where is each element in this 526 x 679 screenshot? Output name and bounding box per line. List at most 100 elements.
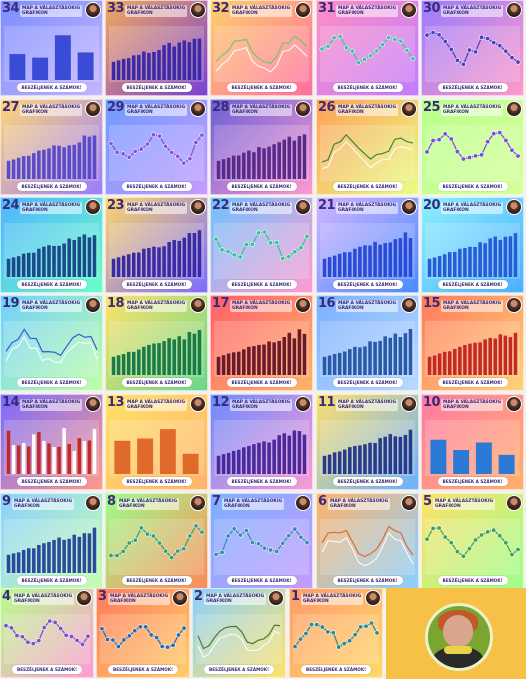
graph-card-15[interactable]: 15 MAP A VÁLASZTÁSOKIG GRAFIKON BESZÉLJENEK…: [421, 295, 524, 391]
graph-card-26[interactable]: 26 MAP A VÁLASZTÁSOKIG GRAFIKON BESZÉLJENEK…: [316, 99, 419, 195]
bar: [87, 533, 92, 573]
data-point: [225, 249, 231, 255]
data-point: [286, 254, 292, 260]
cta-button[interactable]: BESZÉLJENEK A SZÁMOK!: [16, 378, 87, 387]
graph-card-18[interactable]: 18 MAP A VÁLASZTÁSOKIG GRAFIKON BESZÉLJENEK…: [105, 295, 208, 391]
cta-button[interactable]: BESZÉLJENEK A SZÁMOK!: [226, 378, 297, 387]
series-title-line: MAP A VÁLASZTÁSOKIG: [232, 105, 291, 110]
data-point: [36, 638, 42, 644]
bar: [498, 239, 503, 277]
bar: [77, 236, 82, 277]
graph-card-3[interactable]: 3 MAP A VÁLASZTÁSOKIG GRAFIKON BESZÉLJENEK …: [96, 588, 190, 678]
data-point: [237, 532, 243, 538]
cta-button[interactable]: BESZÉLJENEK A SZÁMOK!: [226, 576, 297, 585]
cta-button[interactable]: BESZÉLJENEK A SZÁMOK!: [332, 83, 403, 92]
graph-card-11[interactable]: 11 MAP A VÁLASZTÁSOKIG GRAFIKON BESZÉLJENEK…: [316, 394, 419, 490]
graph-card-2[interactable]: 2 MAP A VÁLASZTÁSOKIG GRAFIKON BESZÉLJENEK …: [192, 588, 286, 678]
data-point: [181, 625, 187, 631]
bar: [21, 443, 26, 474]
graph-card-9[interactable]: 9 MAP A VÁLASZTÁSOKIG GRAFIKON BESZÉLJENEK …: [0, 493, 103, 589]
cta-button[interactable]: BESZÉLJENEK A SZÁMOK!: [437, 477, 508, 486]
series-title: MAP A VÁLASZTÁSOKIG GRAFIKON: [20, 202, 83, 214]
cta-button[interactable]: BESZÉLJENEK A SZÁMOK!: [121, 378, 192, 387]
bar: [147, 344, 151, 375]
cta-button[interactable]: BESZÉLJENEK A SZÁMOK!: [332, 378, 403, 387]
cta-button[interactable]: BESZÉLJENEK A SZÁMOK!: [437, 182, 508, 191]
bar: [463, 248, 467, 277]
graph-card-21[interactable]: 21 MAP A VÁLASZTÁSOKIG GRAFIKON BESZÉLJENEK…: [316, 197, 419, 293]
graph-card-16[interactable]: 16 MAP A VÁLASZTÁSOKIG GRAFIKON BESZÉLJENEK…: [316, 295, 419, 391]
cta-button[interactable]: BESZÉLJENEK A SZÁMOK!: [437, 378, 508, 387]
data-point: [330, 630, 336, 636]
graph-card-25[interactable]: 25 MAP A VÁLASZTÁSOKIG GRAFIKON BESZÉLJENEK…: [421, 99, 524, 195]
graph-card-17[interactable]: 17 MAP A VÁLASZTÁSOKIG GRAFIKON BESZÉLJENEK…: [210, 295, 313, 391]
bar: [292, 338, 297, 375]
graph-card-31[interactable]: 31 MAP A VÁLASZTÁSOKIG GRAFIKON BESZÉLJENEK…: [316, 0, 419, 96]
cta-button[interactable]: BESZÉLJENEK A SZÁMOK!: [121, 182, 192, 191]
cta-button[interactable]: BESZÉLJENEK A SZÁMOK!: [332, 182, 403, 191]
graph-card-4[interactable]: 4 MAP A VÁLASZTÁSOKIG GRAFIKON BESZÉLJENEK …: [0, 588, 94, 678]
cta-button[interactable]: BESZÉLJENEK A SZÁMOK!: [16, 477, 87, 486]
graph-card-24[interactable]: 24 MAP A VÁLASZTÁSOKIG GRAFIKON BESZÉLJENEK…: [0, 197, 103, 293]
cta-button[interactable]: BESZÉLJENEK A SZÁMOK!: [226, 280, 297, 289]
cta-button[interactable]: BESZÉLJENEK A SZÁMOK!: [108, 665, 178, 674]
cta-button[interactable]: BESZÉLJENEK A SZÁMOK!: [16, 576, 87, 585]
cta-button[interactable]: BESZÉLJENEK A SZÁMOK!: [16, 280, 87, 289]
graph-number: 9: [2, 494, 11, 509]
bar: [358, 445, 362, 474]
series-title: MAP A VÁLASZTÁSOKIG GRAFIKON: [441, 399, 504, 411]
cta-button[interactable]: BESZÉLJENEK A SZÁMOK!: [332, 576, 403, 585]
cta-button[interactable]: BESZÉLJENEK A SZÁMOK!: [204, 665, 274, 674]
graph-card-1[interactable]: 1 MAP A VÁLASZTÁSOKIG GRAFIKON BESZÉLJENEK …: [289, 588, 383, 678]
data-point: [503, 540, 509, 546]
cta-button[interactable]: BESZÉLJENEK A SZÁMOK!: [332, 280, 403, 289]
graph-card-13[interactable]: 13 MAP A VÁLASZTÁSOKIG GRAFIKON BESZÉLJENEK…: [105, 394, 208, 490]
graph-card-12[interactable]: 12 MAP A VÁLASZTÁSOKIG GRAFIKON BESZÉLJENEK…: [210, 394, 313, 490]
cta-button[interactable]: BESZÉLJENEK A SZÁMOK!: [437, 576, 508, 585]
portrait-face: [443, 614, 473, 647]
cta-button[interactable]: BESZÉLJENEK A SZÁMOK!: [226, 83, 297, 92]
graph-card-10[interactable]: 10 MAP A VÁLASZTÁSOKIG GRAFIKON BESZÉLJENEK…: [421, 394, 524, 490]
graph-card-22[interactable]: 22 MAP A VÁLASZTÁSOKIG GRAFIKON BESZÉLJENEK…: [210, 197, 313, 293]
bar: [226, 353, 231, 375]
graph-card-27[interactable]: 27 MAP A VÁLASZTÁSOKIG GRAFIKON BESZÉLJENEK…: [0, 99, 103, 195]
author-avatar-icon: [190, 495, 206, 511]
cta-button[interactable]: BESZÉLJENEK A SZÁMOK!: [301, 665, 371, 674]
cta-button[interactable]: BESZÉLJENEK A SZÁMOK!: [121, 576, 192, 585]
series-title: MAP A VÁLASZTÁSOKIG GRAFIKON: [336, 399, 399, 411]
bar: [62, 428, 66, 474]
graph-card-20[interactable]: 20 MAP A VÁLASZTÁSOKIG GRAFIKON BESZÉLJENEK…: [421, 197, 524, 293]
graph-card-6[interactable]: 6 MAP A VÁLASZTÁSOKIG GRAFIKON BESZÉLJENEK …: [316, 493, 419, 589]
bar: [242, 447, 246, 474]
series-line: [215, 231, 308, 260]
graph-card-29[interactable]: 29 MAP A VÁLASZTÁSOKIG GRAFIKON BESZÉLJENEK…: [105, 99, 208, 195]
cta-button[interactable]: BESZÉLJENEK A SZÁMOK!: [12, 665, 82, 674]
graph-card-19[interactable]: 19 MAP A VÁLASZTÁSOKIG GRAFIKON BESZÉLJENEK…: [0, 295, 103, 391]
data-point: [99, 626, 105, 632]
graph-card-23[interactable]: 23 MAP A VÁLASZTÁSOKIG GRAFIKON BESZÉLJENEK…: [105, 197, 208, 293]
cta-button[interactable]: BESZÉLJENEK A SZÁMOK!: [121, 83, 192, 92]
graph-card-5[interactable]: 5 MAP A VÁLASZTÁSOKIG GRAFIKON BESZÉLJENEK …: [421, 493, 524, 589]
cta-button[interactable]: BESZÉLJENEK A SZÁMOK!: [16, 83, 87, 92]
graph-card-32[interactable]: 32 MAP A VÁLASZTÁSOKIG GRAFIKON BESZÉLJENEK…: [210, 0, 313, 96]
cta-button[interactable]: BESZÉLJENEK A SZÁMOK!: [121, 477, 192, 486]
cta-button[interactable]: BESZÉLJENEK A SZÁMOK!: [16, 182, 87, 191]
series-subtitle-line: GRAFIKON: [443, 110, 469, 115]
graph-number: 24: [2, 198, 20, 213]
graph-card-7[interactable]: 7 MAP A VÁLASZTÁSOKIG GRAFIKON BESZÉLJENEK …: [210, 493, 313, 589]
cta-button[interactable]: BESZÉLJENEK A SZÁMOK!: [332, 477, 403, 486]
graph-card-30[interactable]: 30 MAP A VÁLASZTÁSOKIG GRAFIKON BESZÉLJENEK…: [421, 0, 524, 96]
graph-card-33[interactable]: 33 MAP A VÁLASZTÁSOKIG GRAFIKON BESZÉLJENEK…: [105, 0, 208, 96]
graph-card-34[interactable]: 34 MAP A VÁLASZTÁSOKIG GRAFIKON BESZÉLJENEK…: [0, 0, 103, 96]
series-title: MAP A VÁLASZTÁSOKIG GRAFIKON: [125, 300, 188, 312]
cta-button[interactable]: BESZÉLJENEK A SZÁMOK!: [226, 477, 297, 486]
graph-card-8[interactable]: 8 MAP A VÁLASZTÁSOKIG GRAFIKON BESZÉLJENEK …: [105, 493, 208, 589]
cta-button[interactable]: BESZÉLJENEK A SZÁMOK!: [437, 83, 508, 92]
author-avatar-icon: [295, 297, 311, 313]
cta-button[interactable]: BESZÉLJENEK A SZÁMOK!: [226, 182, 297, 191]
graph-card-28[interactable]: 28 MAP A VÁLASZTÁSOKIG GRAFIKON BESZÉLJENEK…: [210, 99, 313, 195]
cta-button[interactable]: BESZÉLJENEK A SZÁMOK!: [121, 280, 192, 289]
graph-card-14[interactable]: 14 MAP A VÁLASZTÁSOKIG GRAFIKON BESZÉLJENEK…: [0, 394, 103, 490]
cta-button[interactable]: BESZÉLJENEK A SZÁMOK!: [437, 280, 508, 289]
mini-chart: [109, 223, 204, 279]
